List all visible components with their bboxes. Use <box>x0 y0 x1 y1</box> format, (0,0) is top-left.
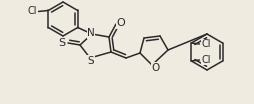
Text: S: S <box>58 38 65 48</box>
Text: Cl: Cl <box>201 39 210 49</box>
Text: Cl: Cl <box>27 6 37 17</box>
Text: Cl: Cl <box>201 55 210 65</box>
Text: S: S <box>87 56 94 66</box>
Text: N: N <box>87 28 94 38</box>
Text: O: O <box>151 63 160 73</box>
Text: O: O <box>116 18 125 28</box>
